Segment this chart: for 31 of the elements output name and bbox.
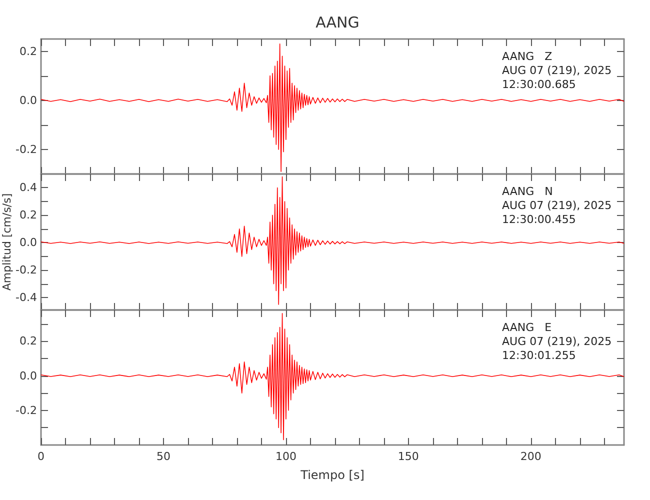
y-tick-label: 0.2 <box>20 334 37 348</box>
x-axis-title: Tiempo [s] <box>300 468 364 482</box>
x-tick-label: 50 <box>156 450 170 463</box>
annotation: AANG E <box>502 321 552 334</box>
line-series <box>40 176 624 305</box>
y-tick-label: 0.0 <box>20 369 37 382</box>
annotation: AANG N <box>502 185 553 198</box>
line-series <box>40 313 624 440</box>
annotation: AUG 07 (219), 2025 <box>502 64 612 77</box>
y-axis-title: Amplitud [cm/s/s] <box>0 193 14 291</box>
y-tick-label: 0.0 <box>20 94 37 107</box>
y-tick-label: -0.2 <box>16 264 37 277</box>
annotation: 12:30:00.455 <box>502 213 576 226</box>
x-tick-label: 200 <box>520 450 542 463</box>
annotation: AANG Z <box>502 50 553 63</box>
line-series <box>40 44 624 172</box>
y-tick-label: -0.4 <box>16 291 37 304</box>
annotation: AUG 07 (219), 2025 <box>502 335 612 348</box>
annotation: 12:30:00.685 <box>502 78 576 91</box>
y-tick-label: 0.2 <box>20 208 37 222</box>
annotation: AUG 07 (219), 2025 <box>502 199 612 212</box>
annotation: 12:30:01.255 <box>502 349 576 362</box>
y-tick-label: 0.4 <box>20 181 37 194</box>
x-tick-label: 150 <box>398 450 419 463</box>
x-tick-label: 100 <box>275 450 296 463</box>
y-tick-label: 0.0 <box>20 236 37 250</box>
y-tick-label: -0.2 <box>16 404 37 417</box>
x-tick-label: 0 <box>38 450 44 463</box>
y-tick-label: -0.2 <box>16 142 37 156</box>
chart-title: AANG <box>316 14 360 32</box>
y-tick-label: 0.2 <box>20 44 37 58</box>
